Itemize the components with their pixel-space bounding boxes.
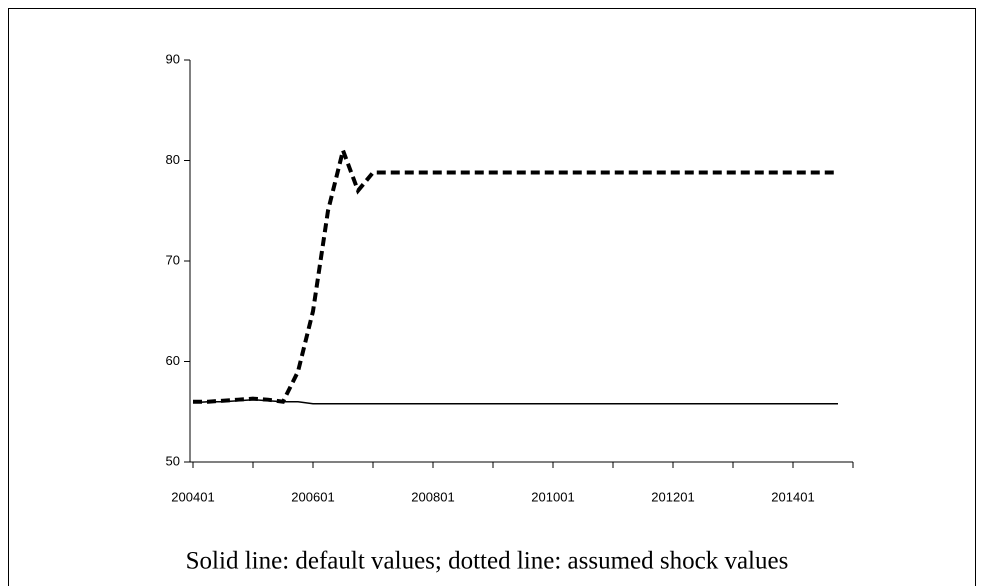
y-tick-label: 50 [166, 453, 180, 468]
series-line [193, 143, 838, 404]
x-tick-label: 200601 [291, 489, 334, 504]
frame [8, 8, 976, 586]
y-tick-label: 90 [166, 51, 180, 66]
y-tick-label: 60 [166, 353, 180, 368]
x-tick-label: 201001 [531, 489, 574, 504]
x-tick-label: 200801 [411, 489, 454, 504]
x-tick-label: 201401 [771, 489, 814, 504]
x-tick-label: 201201 [651, 489, 694, 504]
caption: Solid line: default values; dotted line:… [186, 548, 789, 575]
y-tick-label: 70 [166, 252, 180, 267]
x-tick-label: 200401 [171, 489, 214, 504]
series-line [192, 398, 838, 405]
y-tick-label: 80 [166, 152, 180, 167]
